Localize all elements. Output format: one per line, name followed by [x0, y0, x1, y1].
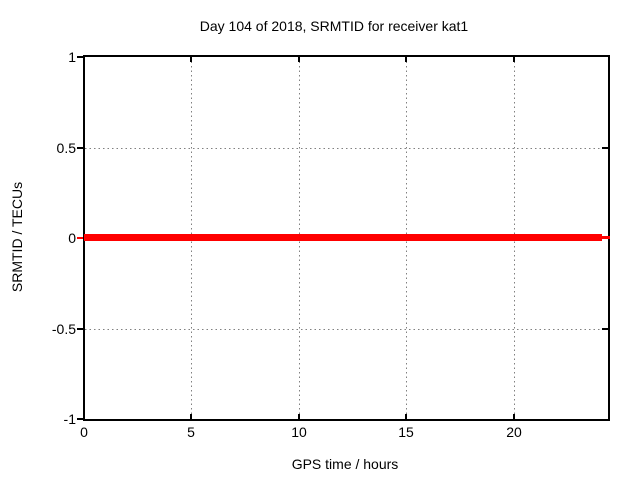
chart-title: Day 104 of 2018, SRMTID for receiver kat…	[199, 18, 469, 34]
x-axis-label: GPS time / hours	[291, 456, 399, 472]
x-tick-bottom	[190, 414, 192, 419]
y-tick-right	[602, 147, 608, 149]
x-tick-bottom	[405, 414, 407, 419]
data-line	[84, 234, 602, 241]
x-tick-top	[298, 57, 300, 62]
x-tick-label: 20	[506, 424, 522, 440]
y-tick-right	[602, 328, 608, 330]
x-tick-top	[405, 57, 407, 62]
y-tick-label: 0.5	[56, 140, 76, 156]
x-tick-bottom	[513, 414, 515, 419]
y-tick-label: -0.5	[51, 321, 76, 337]
zero-tick-right	[602, 236, 610, 239]
y-tick-left	[77, 237, 83, 239]
y-tick-left	[77, 147, 83, 149]
x-tick-label: 10	[291, 424, 307, 440]
y-tick-left	[77, 56, 83, 58]
y-axis-label: SRMTID / TECUs	[9, 181, 25, 293]
x-tick-label: 15	[398, 424, 414, 440]
x-tick-top	[190, 57, 192, 62]
y-tick-left	[77, 418, 83, 420]
x-tick-label: 5	[187, 424, 195, 440]
x-tick-label: 0	[80, 424, 88, 440]
x-tick-bottom	[298, 414, 300, 419]
y-tick-label: 0	[68, 230, 76, 246]
y-gridline	[85, 329, 608, 330]
y-gridline	[85, 148, 608, 149]
y-tick-label: -1	[63, 411, 76, 427]
y-tick-left	[77, 328, 83, 330]
y-tick-label: 1	[68, 49, 76, 65]
x-tick-top	[513, 57, 515, 62]
